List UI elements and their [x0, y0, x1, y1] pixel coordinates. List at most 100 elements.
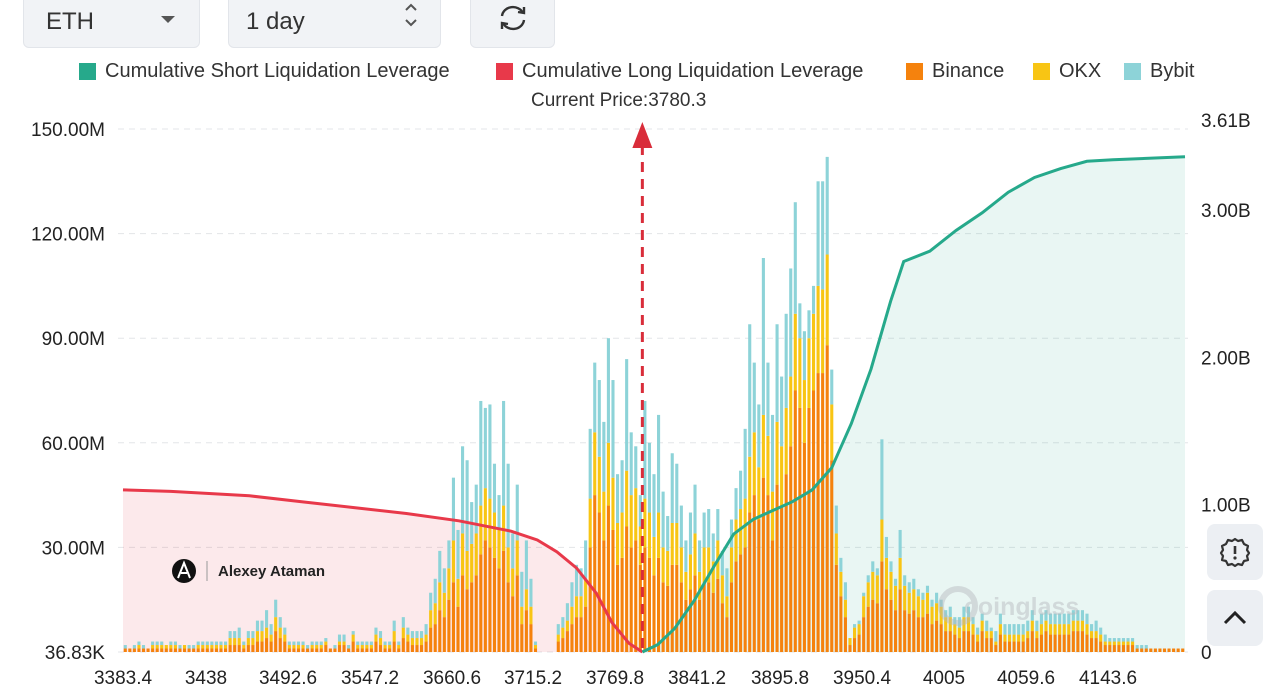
bar-bybit	[205, 641, 209, 646]
bar-okx	[670, 522, 674, 565]
bar-binance	[930, 624, 934, 652]
bar-binance	[369, 648, 373, 652]
bar-binance	[483, 540, 487, 652]
bar-binance	[1117, 645, 1121, 652]
bar-binance	[433, 624, 437, 652]
bar-okx	[392, 631, 396, 642]
bar-binance	[356, 648, 360, 652]
bar-binance	[775, 484, 779, 652]
bar-binance	[479, 554, 483, 652]
bar-okx	[228, 638, 232, 646]
bar-binance	[324, 645, 328, 652]
bar-binance	[875, 603, 879, 652]
coin-select[interactable]: ETH	[23, 0, 200, 48]
bar-bybit	[634, 446, 638, 489]
bar-binance	[1131, 645, 1135, 652]
bar-bybit	[734, 488, 738, 520]
bar-bybit	[178, 645, 182, 649]
bar-binance	[296, 648, 301, 652]
bar-binance	[1007, 641, 1012, 652]
bar-okx	[921, 599, 925, 618]
bar-bybit	[1076, 610, 1080, 621]
bar-binance	[533, 648, 538, 652]
y-right-tick-label: 2.00B	[1201, 348, 1251, 369]
bar-okx	[852, 627, 857, 639]
scroll-top-button[interactable]	[1207, 590, 1263, 646]
bar-okx	[939, 606, 943, 625]
bar-binance	[688, 589, 693, 652]
bar-okx	[160, 645, 164, 649]
bar-okx	[511, 568, 515, 597]
bar-okx	[825, 254, 829, 346]
bar-bybit	[802, 331, 806, 381]
bar-bybit	[698, 540, 702, 572]
bar-bybit	[155, 641, 159, 646]
y-right-tick-label: 3.61B	[1201, 111, 1251, 132]
bar-bybit	[1021, 624, 1025, 635]
bar-okx	[1058, 624, 1062, 635]
bar-bybit	[625, 359, 629, 471]
bar-bybit	[565, 603, 569, 621]
bar-bybit	[356, 641, 360, 646]
x-axis: 3383.4 3438 3492.6 3547.2 3660.6 3715.2 3769.8…	[94, 668, 1137, 687]
bar-okx	[711, 561, 715, 593]
bar-binance	[976, 641, 980, 652]
bar-okx	[798, 338, 802, 408]
bar-okx	[356, 645, 360, 649]
bar-okx	[834, 533, 838, 565]
caret-down-icon	[161, 16, 175, 23]
bar-bybit	[843, 582, 847, 600]
legend-item-bybit[interactable]: Bybit	[1124, 60, 1194, 83]
bar-okx	[456, 578, 460, 607]
bar-bybit	[584, 540, 588, 579]
bar-bybit	[1140, 645, 1144, 649]
bar-bybit	[825, 156, 829, 255]
bar-binance	[146, 648, 150, 652]
legend-swatch-short	[79, 63, 96, 80]
bar-binance	[424, 641, 428, 652]
bar-okx	[743, 498, 747, 548]
bar-binance	[1172, 648, 1176, 652]
bar-bybit	[260, 620, 264, 632]
bar-binance	[675, 564, 679, 652]
legend-item-binance[interactable]: Binance	[906, 60, 1004, 83]
bar-okx	[283, 634, 287, 642]
bar-bybit	[971, 617, 975, 625]
bar-binance	[770, 540, 775, 652]
bar-bybit	[1117, 638, 1121, 642]
range-select[interactable]: 1 day	[228, 0, 441, 48]
bar-binance	[629, 547, 633, 652]
bar-bybit	[966, 606, 971, 618]
legend-label-bybit: Bybit	[1150, 60, 1195, 82]
legend-item-short[interactable]: Cumulative Short Liquidation Leverage	[79, 60, 450, 83]
bar-bybit	[1126, 638, 1130, 642]
y-left-tick-label: 150.00M	[31, 120, 105, 141]
bar-binance	[857, 634, 861, 652]
bar-binance	[214, 648, 218, 652]
bar-okx	[688, 554, 693, 590]
bar-okx	[274, 617, 278, 632]
settings-button[interactable]	[1207, 524, 1263, 580]
bar-binance	[506, 582, 510, 652]
bar-bybit	[465, 460, 469, 551]
legend-item-okx[interactable]: OKX	[1033, 60, 1101, 83]
bar-bybit	[652, 474, 656, 537]
bar-binance	[1112, 645, 1116, 652]
bar-bybit	[925, 585, 930, 593]
bar-bybit	[433, 578, 437, 604]
refresh-button[interactable]	[470, 0, 555, 48]
legend-item-long[interactable]: Cumulative Long Liquidation Leverage	[496, 60, 863, 83]
bar-bybit	[602, 421, 606, 492]
bar-binance	[292, 648, 296, 652]
bar-okx	[935, 603, 939, 621]
bar-okx	[647, 512, 651, 558]
bar-binance	[584, 606, 588, 652]
bar-bybit	[1017, 624, 1021, 635]
bar-bybit	[830, 369, 834, 405]
bar-binance	[192, 648, 196, 652]
bar-okx	[948, 617, 952, 632]
bar-bybit	[661, 491, 665, 548]
bar-binance	[734, 561, 738, 652]
bar-okx	[169, 645, 173, 649]
bar-bybit	[884, 536, 889, 558]
